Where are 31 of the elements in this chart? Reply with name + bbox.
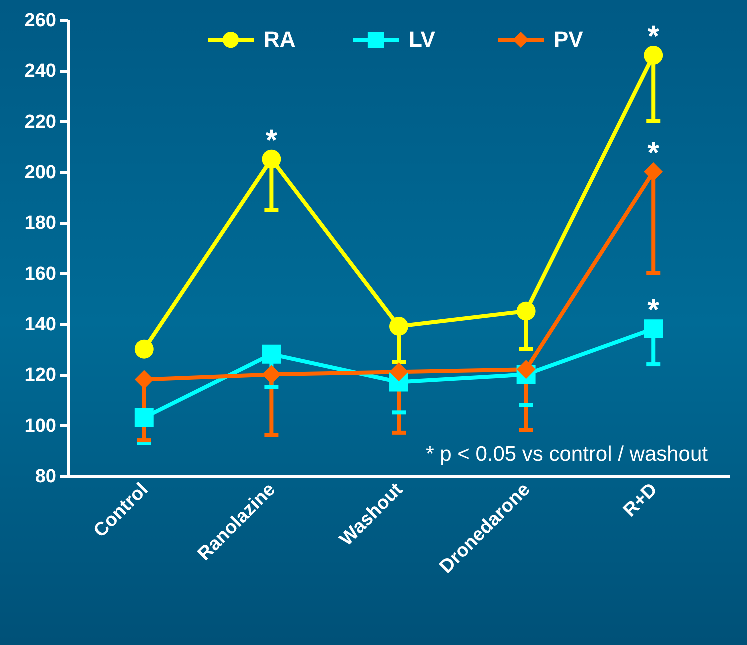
point — [262, 365, 282, 384]
point — [644, 46, 664, 65]
point — [390, 317, 408, 336]
y-tick-label: 200 — [24, 162, 56, 184]
point — [644, 162, 664, 182]
y-tick-label: 260 — [24, 10, 56, 32]
y-tick-label: 240 — [24, 61, 56, 82]
annotation: * — [648, 137, 660, 170]
annotation: * — [266, 124, 278, 158]
point — [134, 340, 154, 359]
legend-label: RA — [264, 27, 296, 52]
point — [262, 344, 282, 364]
y-tick-label: 100 — [24, 416, 56, 437]
point — [644, 320, 664, 339]
annotation: * — [648, 20, 660, 54]
y-tick-label: 80 — [35, 466, 56, 488]
y-tick-label: 120 — [24, 365, 56, 386]
point — [134, 408, 154, 428]
legend-label: LV — [409, 27, 436, 52]
point — [390, 362, 408, 382]
point — [516, 360, 536, 380]
point — [262, 150, 282, 169]
y-tick-label: 140 — [24, 314, 56, 336]
point — [134, 370, 154, 390]
y-tick-label: 220 — [24, 112, 56, 133]
legend-label: PV — [554, 27, 584, 52]
annotation: * — [648, 294, 660, 328]
y-tick-label: 160 — [24, 264, 56, 285]
y-tick-label: 180 — [24, 213, 56, 234]
annotation: * p < 0.05 vs control / washout — [426, 443, 708, 466]
point — [516, 302, 536, 321]
